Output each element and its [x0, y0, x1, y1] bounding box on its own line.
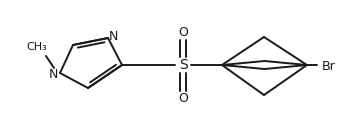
Text: O: O — [178, 26, 188, 40]
Text: O: O — [178, 91, 188, 105]
Text: N: N — [48, 67, 58, 81]
Text: CH₃: CH₃ — [27, 42, 47, 52]
Text: S: S — [179, 58, 187, 72]
Text: Br: Br — [322, 59, 336, 72]
Text: N: N — [108, 31, 118, 43]
